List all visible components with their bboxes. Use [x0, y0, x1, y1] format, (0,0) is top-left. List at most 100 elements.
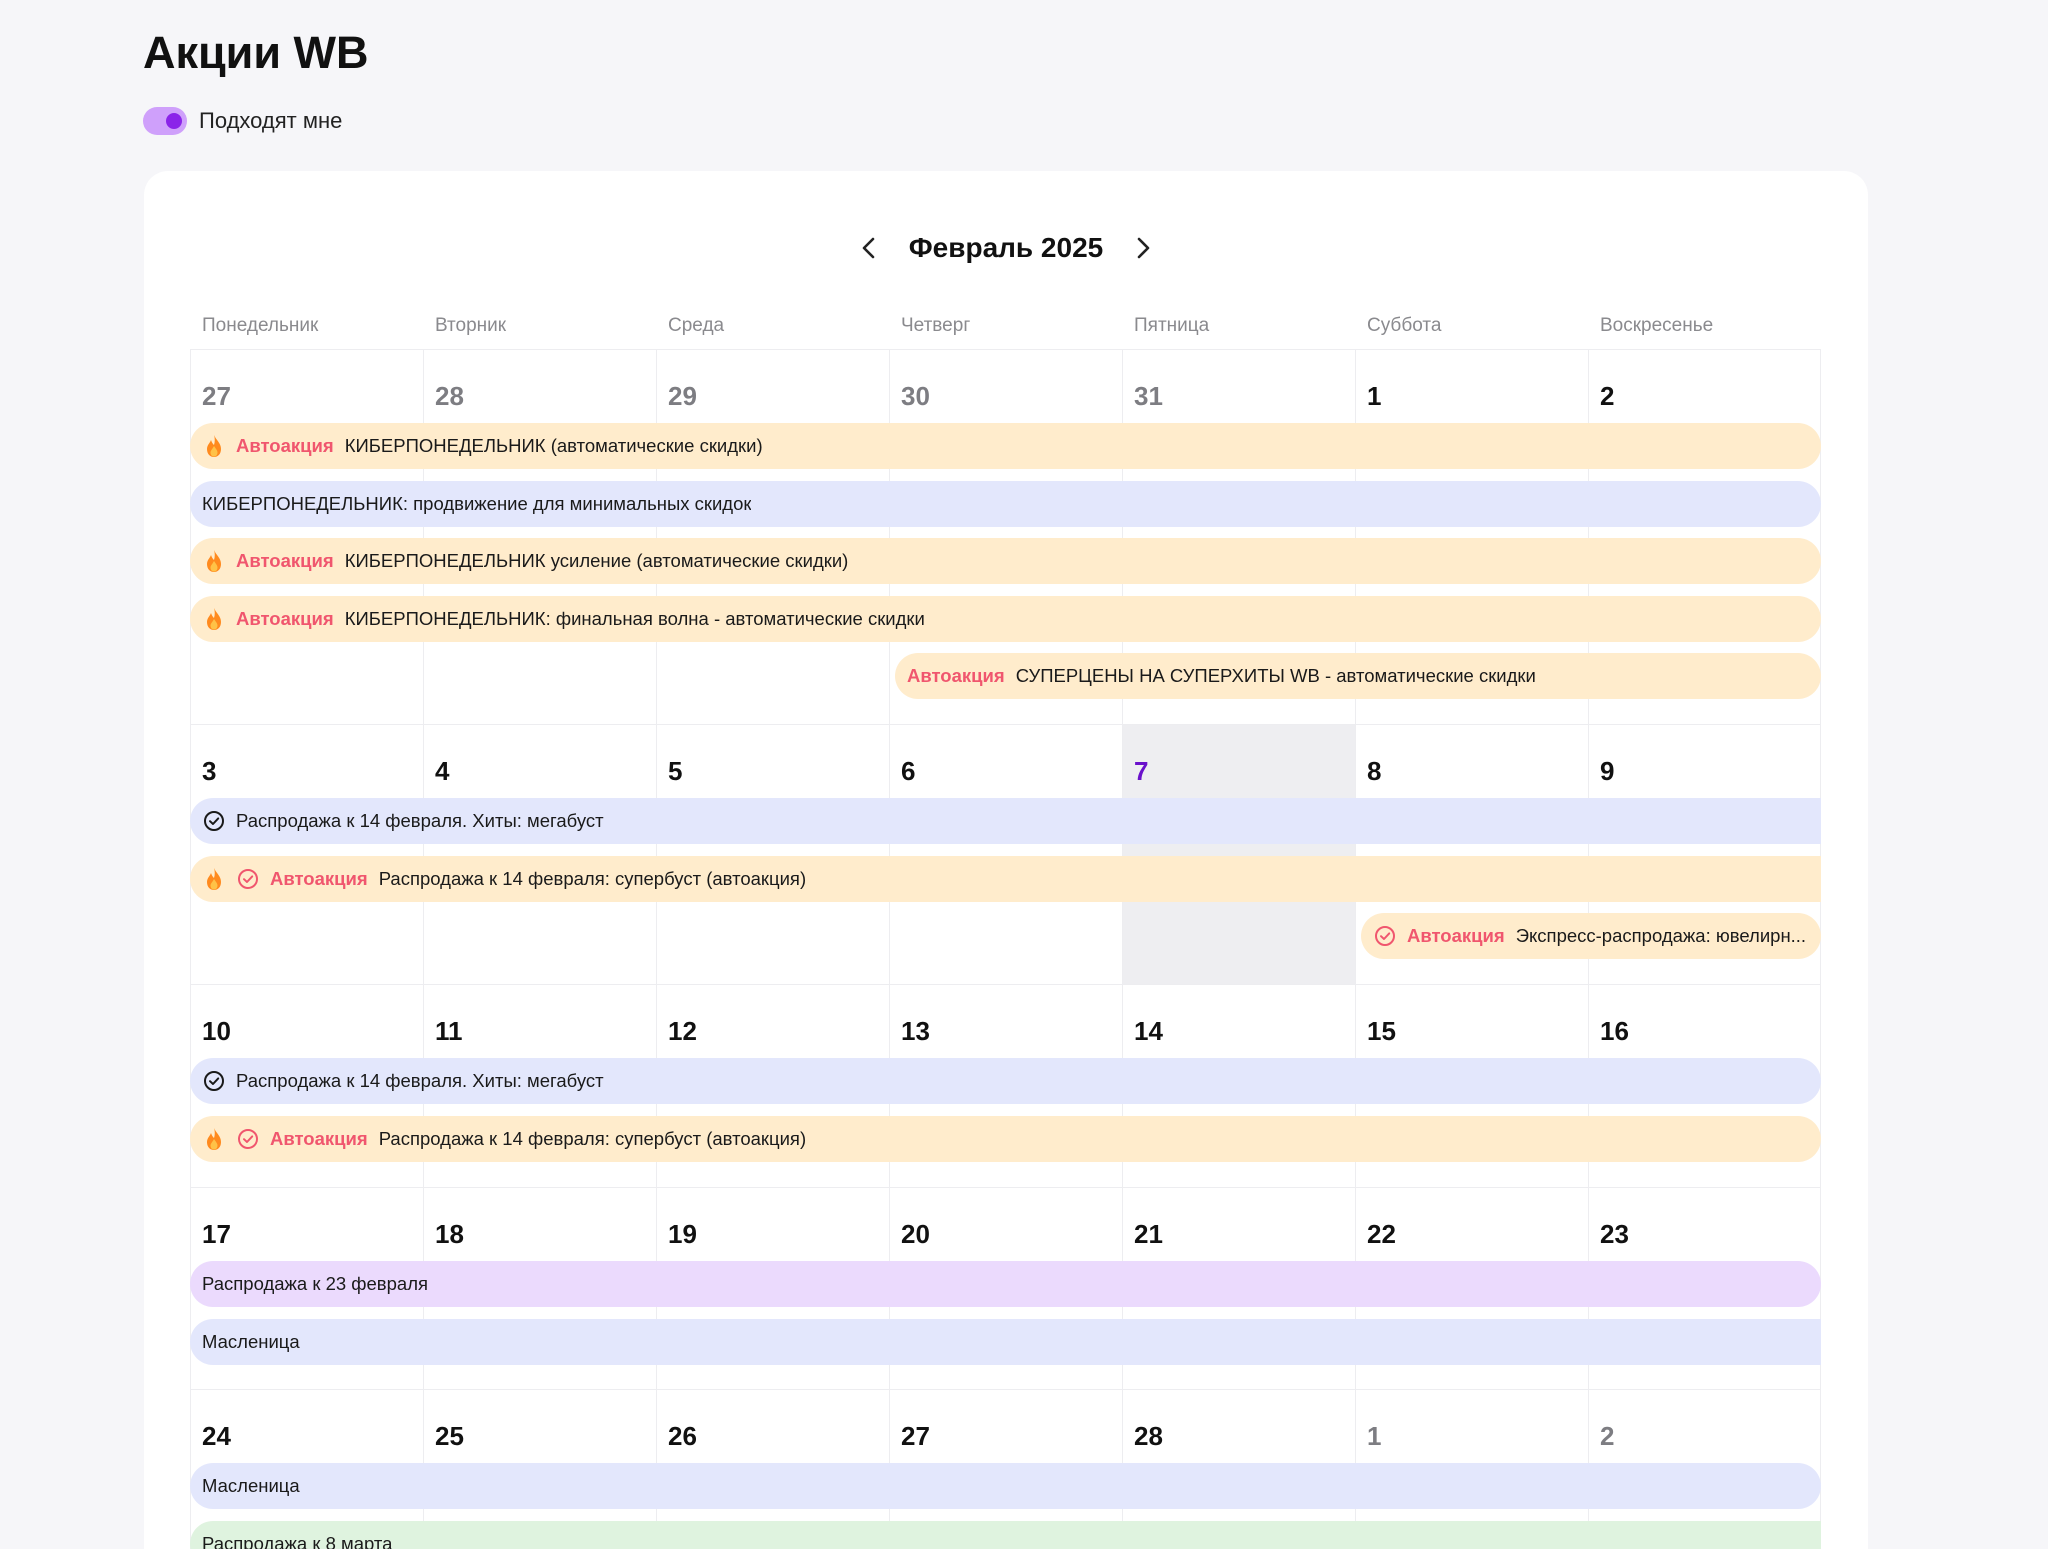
weekday-header: Суббота [1367, 315, 1442, 336]
day-number: 10 [202, 1016, 231, 1046]
promo-event-bar[interactable]: Масленица [190, 1319, 1821, 1365]
promo-event-bar[interactable]: Автоакция Экспресс-распродажа: ювелирн... [1361, 913, 1821, 959]
day-number: 16 [1600, 1016, 1629, 1046]
promo-event-bar[interactable]: Автоакция КИБЕРПОНЕДЕЛЬНИК усиление (авто… [190, 538, 1821, 584]
day-number: 30 [901, 381, 930, 411]
day-number: 13 [901, 1016, 930, 1046]
promo-event-bar[interactable]: Распродажа к 14 февраля. Хиты: мегабуст [190, 1058, 1821, 1104]
day-number: 1 [1367, 381, 1382, 411]
promo-event-bar[interactable]: Автоакция КИБЕРПОНЕДЕЛЬНИК: финальная вол… [190, 596, 1821, 642]
promo-event-bar[interactable]: Автоакция Распродажа к 14 февраля: суперб… [190, 856, 1821, 902]
day-number: 22 [1367, 1219, 1396, 1249]
day-number: 25 [435, 1421, 464, 1451]
day-number: 12 [668, 1016, 697, 1046]
promo-event-bar[interactable]: Автоакция Распродажа к 14 февраля: суперб… [190, 1116, 1821, 1162]
prev-month-button[interactable] [849, 228, 889, 268]
promo-event-bar[interactable]: Автоакция СУПЕРЦЕНЫ НА СУПЕРХИТЫ WB - авт… [895, 653, 1821, 699]
toggle-label: Подходят мне [199, 108, 343, 133]
day-number: 21 [1134, 1219, 1163, 1249]
grid-row-line [190, 349, 1821, 350]
grid-column-line [1355, 349, 1356, 1549]
promo-event-title: Распродажа к 14 февраля: супербуст (авто… [378, 868, 807, 889]
suitable-toggle[interactable] [143, 107, 187, 135]
promo-event-title: Распродажа к 14 февраля: супербуст (авто… [378, 1128, 807, 1149]
day-number: 27 [901, 1421, 930, 1451]
day-number: 14 [1134, 1016, 1163, 1046]
grid-column-line [1122, 349, 1123, 1549]
auto-promo-tag: Автоакция [236, 435, 334, 456]
promo-event-title: Экспресс-распродажа: ювелирн... [1515, 925, 1807, 946]
promo-event-title: Распродажа к 23 февраля [202, 1273, 429, 1294]
day-number: 18 [435, 1219, 464, 1249]
promo-event-title: КИБЕРПОНЕДЕЛЬНИК: продвижение для минима… [202, 493, 752, 514]
check-circle-icon [236, 867, 260, 891]
promo-event-title: Распродажа к 14 февраля. Хиты: мегабуст [236, 810, 604, 831]
calendar-card: Февраль 2025 Понедельник Вторник Среда Четв… [144, 171, 1868, 1549]
grid-row-line [190, 984, 1821, 985]
day-number: 28 [435, 381, 464, 411]
chevron-right-icon [1137, 237, 1150, 259]
day-number: 15 [1367, 1016, 1396, 1046]
day-number: 17 [202, 1219, 231, 1249]
month-navigation: Февраль 2025 [144, 228, 1868, 268]
day-number: 2 [1600, 1421, 1615, 1451]
grid-column-line [656, 349, 657, 1549]
check-circle-icon [202, 809, 226, 833]
promo-event-title: Масленица [202, 1475, 300, 1496]
auto-promo-tag: Автоакция [1407, 925, 1505, 946]
day-number: 8 [1367, 756, 1382, 786]
promo-event-title: Распродажа к 14 февраля. Хиты: мегабуст [236, 1070, 604, 1091]
toggle-knob [166, 113, 182, 129]
weekday-header: Воскресенье [1600, 315, 1714, 336]
day-number: 9 [1600, 756, 1615, 786]
day-number: 19 [668, 1219, 697, 1249]
check-circle-icon [202, 1069, 226, 1093]
grid-column-line [190, 349, 191, 1549]
grid-row-line [190, 1389, 1821, 1390]
next-month-button[interactable] [1123, 228, 1163, 268]
day-number: 28 [1134, 1421, 1163, 1451]
day-number: 3 [202, 756, 217, 786]
day-number: 27 [202, 381, 231, 411]
grid-row-line [190, 1187, 1821, 1188]
promo-event-title: КИБЕРПОНЕДЕЛЬНИК усиление (автоматически… [344, 550, 849, 571]
promo-event-bar[interactable]: Автоакция КИБЕРПОНЕДЕЛЬНИК (автоматически… [190, 423, 1821, 469]
check-circle-icon [1373, 924, 1397, 948]
fire-icon [202, 434, 226, 458]
day-number: 7 [1134, 756, 1149, 786]
weekday-header: Среда [668, 315, 725, 336]
auto-promo-tag: Автоакция [270, 1128, 368, 1149]
promo-event-title: КИБЕРПОНЕДЕЛЬНИК: финальная волна - авто… [344, 608, 925, 629]
fire-icon [202, 549, 226, 573]
promo-event-title: Распродажа к 8 марта [202, 1533, 393, 1549]
day-number: 24 [202, 1421, 231, 1451]
day-number: 11 [435, 1016, 463, 1046]
page-title: Акции WB [143, 27, 369, 78]
day-number: 5 [668, 756, 683, 786]
promo-event-bar[interactable]: Распродажа к 14 февраля. Хиты: мегабуст [190, 798, 1821, 844]
day-number: 29 [668, 381, 697, 411]
auto-promo-tag: Автоакция [907, 665, 1005, 686]
promo-event-bar[interactable]: Распродажа к 23 февраля [190, 1261, 1821, 1307]
fire-icon [202, 607, 226, 631]
grid-column-line [889, 349, 890, 1549]
day-number: 26 [668, 1421, 697, 1451]
month-title: Февраль 2025 [908, 232, 1104, 263]
today-cell-highlight [1122, 724, 1355, 984]
weekday-header: Понедельник [202, 315, 319, 336]
auto-promo-tag: Автоакция [236, 550, 334, 571]
grid-column-line [423, 349, 424, 1549]
day-number: 23 [1600, 1219, 1629, 1249]
weekday-header: Четверг [901, 315, 971, 336]
suitable-filter: Подходят мне [143, 104, 342, 138]
fire-icon [202, 1127, 226, 1151]
promo-event-bar[interactable]: Распродажа к 8 марта [190, 1521, 1821, 1549]
day-number: 4 [435, 756, 450, 786]
promo-event-bar[interactable]: КИБЕРПОНЕДЕЛЬНИК: продвижение для минима… [190, 481, 1821, 527]
chevron-left-icon [862, 237, 875, 259]
weekday-header: Вторник [435, 315, 507, 336]
promo-event-bar[interactable]: Масленица [190, 1463, 1821, 1509]
day-number: 31 [1134, 381, 1163, 411]
promo-event-title: СУПЕРЦЕНЫ НА СУПЕРХИТЫ WB - автоматическ… [1015, 665, 1536, 686]
grid-row-line [190, 724, 1821, 725]
